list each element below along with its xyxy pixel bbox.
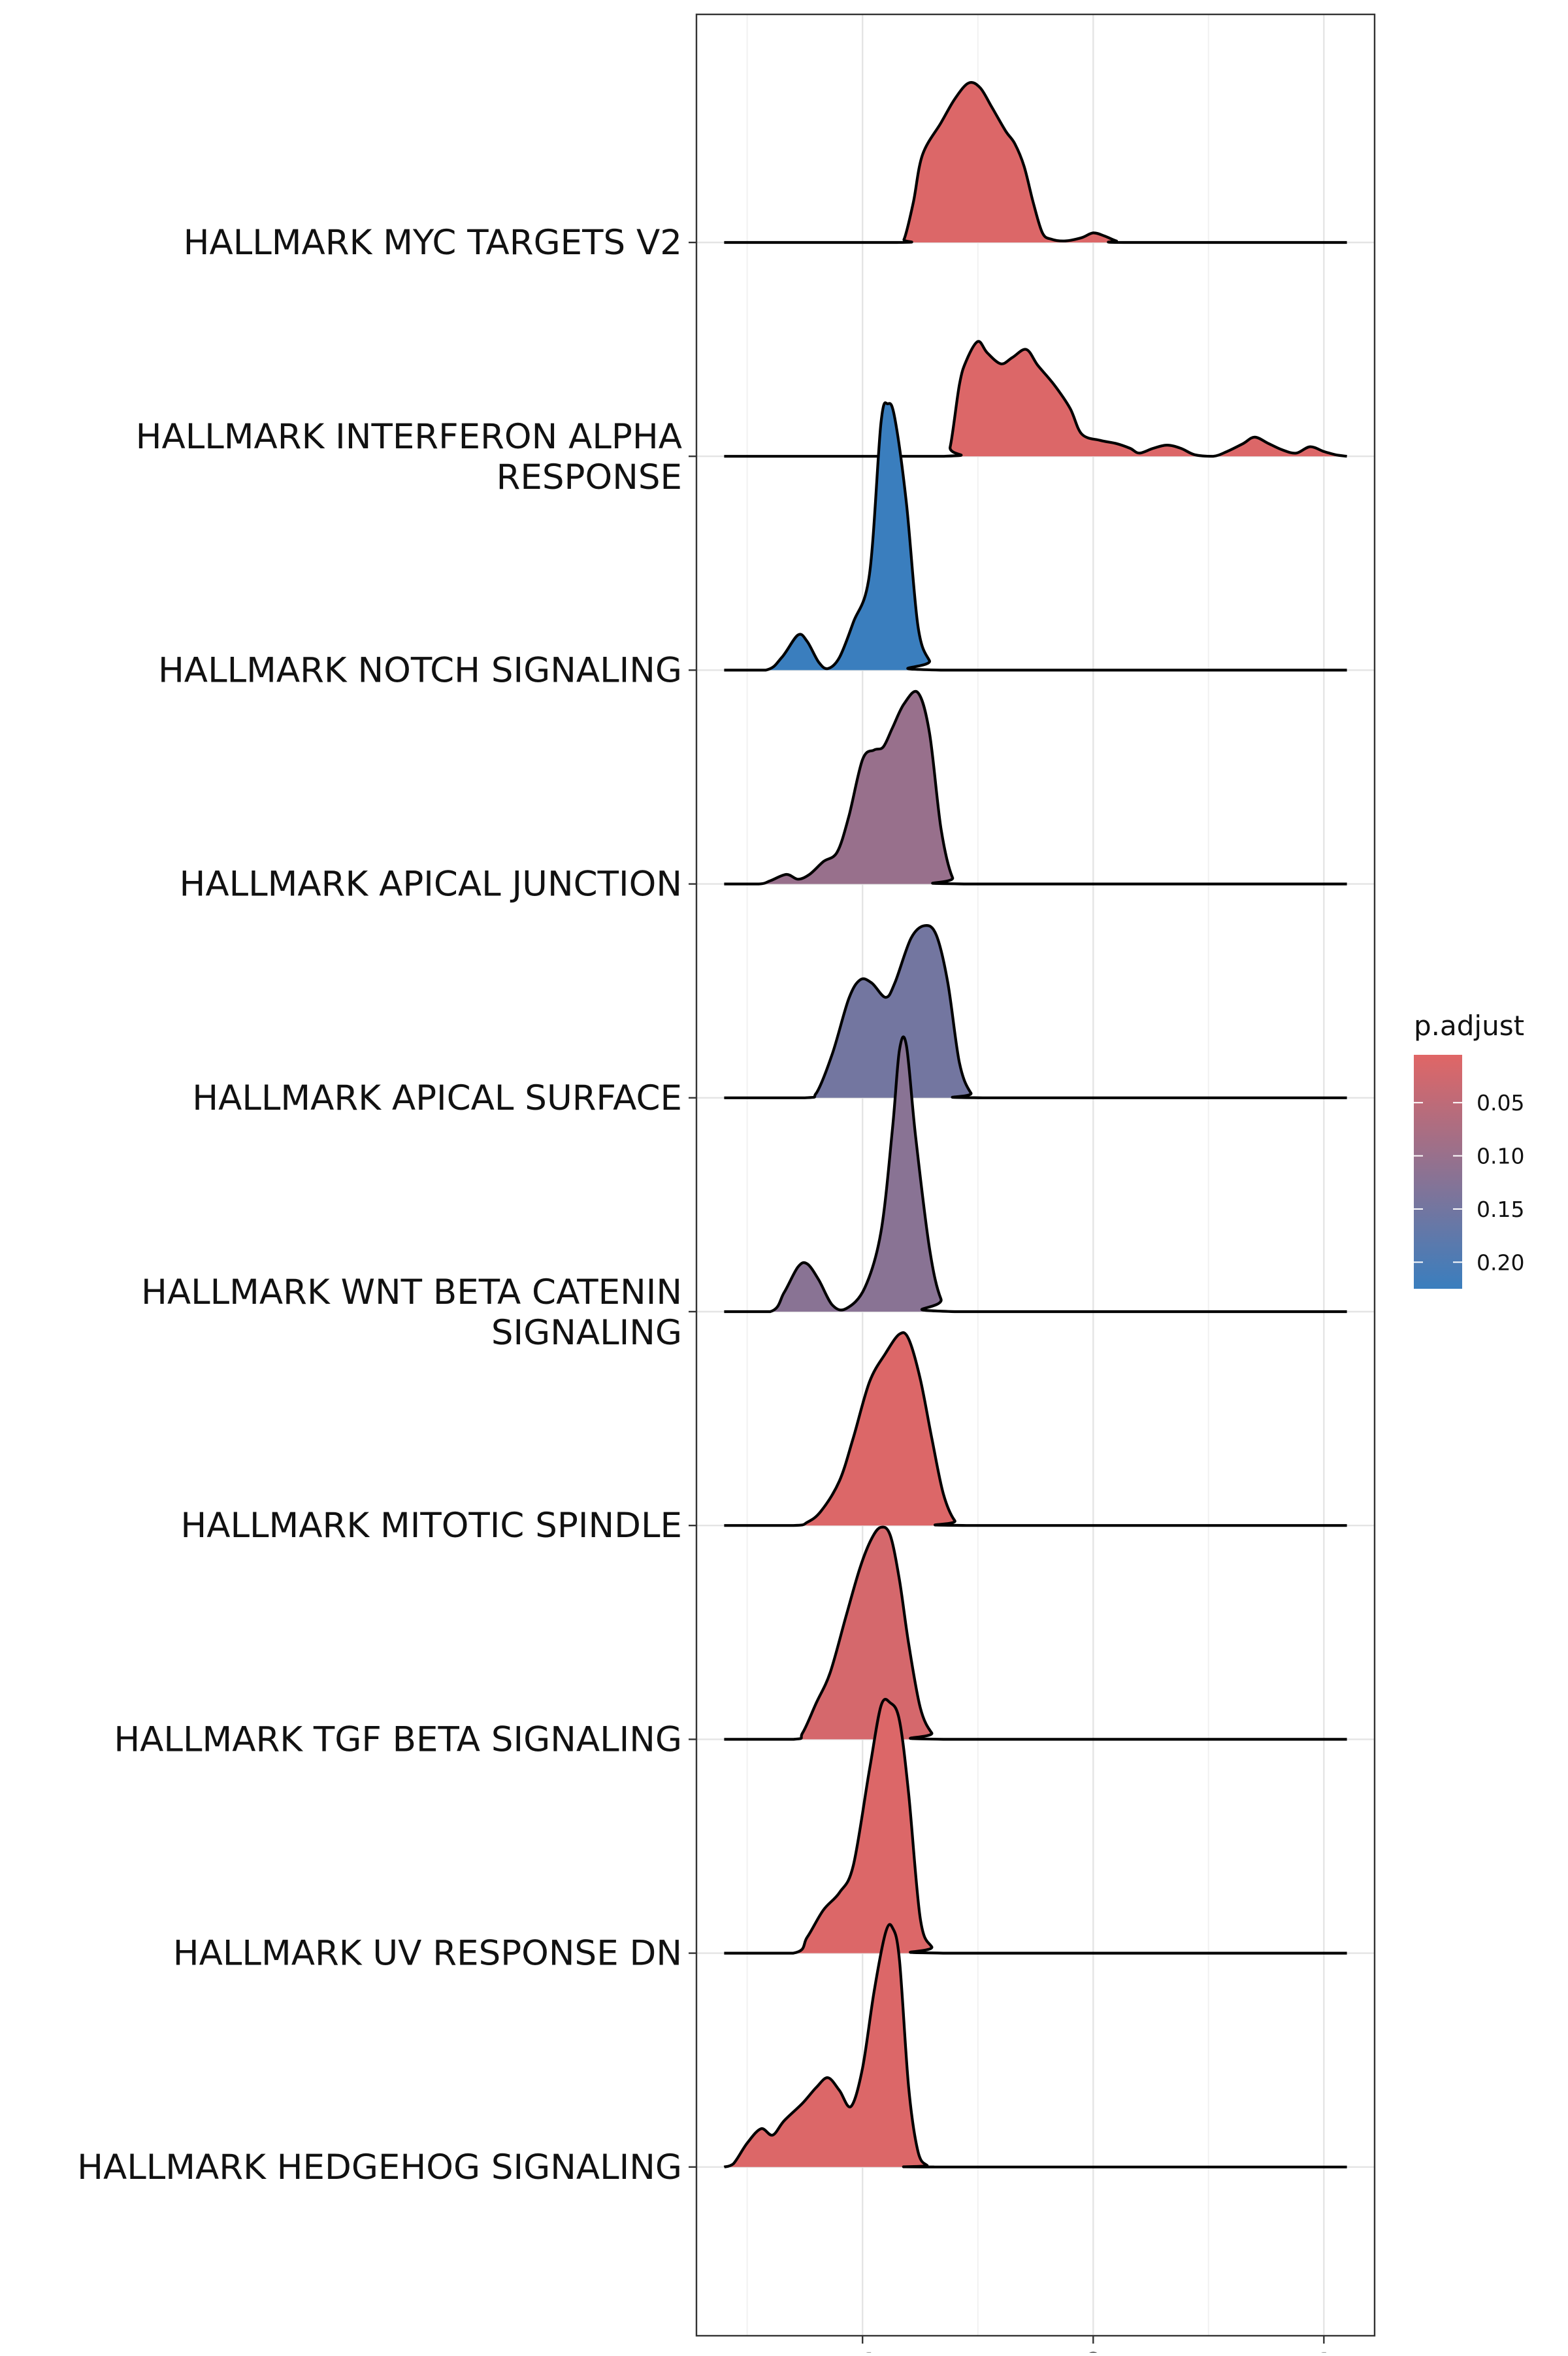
ridge-area [724, 341, 1347, 457]
ridge-area [724, 1699, 1347, 1953]
ridge-7 [724, 1331, 1347, 1527]
legend-tick-label: 0.05 [1477, 1090, 1524, 1116]
x-tick-label: -1 [845, 2346, 880, 2353]
panel-border [695, 13, 1376, 2337]
ridge-line [724, 81, 1347, 244]
y-tick-label: HALLMARK APICAL JUNCTION [179, 865, 682, 904]
y-tick-label-line: RESPONSE [497, 457, 682, 497]
ridge-area [724, 1333, 1347, 1526]
ridge-area [724, 403, 1347, 671]
y-tick-label: HALLMARK NOTCH SIGNALING [158, 650, 682, 690]
y-tick-label: HALLMARK TGF BETA SIGNALING [114, 1719, 682, 1759]
y-tick-label: HALLMARK UV RESPONSE DN [173, 1934, 682, 1974]
ridge-4 [724, 689, 1347, 886]
y-tick-label-line: SIGNALING [491, 1313, 682, 1353]
ridge-line [724, 1331, 1347, 1527]
ridge-line [724, 401, 1347, 672]
y-tick-label: HALLMARK MITOTIC SPINDLE [180, 1506, 682, 1546]
ridges [723, 81, 1347, 2168]
ridge-9 [724, 1698, 1347, 1955]
x-tick-label: 0 [1082, 2346, 1104, 2353]
ridge-area [724, 1924, 1347, 2167]
ridge-1 [724, 81, 1347, 244]
axes: HALLMARK MYC TARGETS V2 HALLMARK INTERFER… [77, 13, 1376, 2356]
ridge-3 [724, 401, 1347, 672]
ridge-line [724, 1698, 1347, 1955]
ridge-10 [723, 1923, 1347, 2168]
y-tick-label: HALLMARK HEDGEHOG SIGNALING [77, 2148, 682, 2187]
ridge-8 [724, 1525, 1347, 1741]
ridge-line [724, 924, 1347, 1099]
legend-tick-label: 0.10 [1477, 1144, 1524, 1169]
ridge-line [723, 1923, 1347, 2168]
ridge-area [724, 691, 1347, 884]
y-tick-label-line: HALLMARK INTERFERON ALPHA [136, 417, 682, 457]
y-tick-label: HALLMARK WNT BETA CATENIN SIGNALING [141, 1272, 682, 1353]
y-tick-label: HALLMARK APICAL SURFACE [192, 1078, 682, 1118]
x-tick-label: 1 [1313, 2346, 1335, 2353]
y-tick-label: HALLMARK MYC TARGETS V2 [184, 223, 682, 263]
ridge-6 [724, 1035, 1347, 1314]
ridge-area [724, 1527, 1347, 1740]
legend-title: p.adjust [1414, 1010, 1524, 1042]
y-tick-label: HALLMARK INTERFERON ALPHA RESPONSE [136, 417, 682, 497]
legend: p.adjust 0.05 0.10 0.15 0.20 [1414, 1010, 1524, 1289]
legend-tick-label: 0.20 [1477, 1250, 1524, 1275]
y-tick-label-line: HALLMARK WNT BETA CATENIN [141, 1272, 682, 1312]
ridge-area [724, 1037, 1347, 1312]
ridge-area [724, 925, 1347, 1098]
ridge-line [724, 1035, 1347, 1314]
ridge-line [724, 689, 1347, 886]
ridge-line [724, 1525, 1347, 1741]
legend-colorbar [1414, 1055, 1462, 1289]
ridge-area [724, 82, 1347, 243]
legend-tick-label: 0.15 [1477, 1197, 1524, 1222]
ridge-2 [724, 340, 1347, 458]
ridge-5 [724, 924, 1347, 1099]
ridge-line [724, 340, 1347, 458]
